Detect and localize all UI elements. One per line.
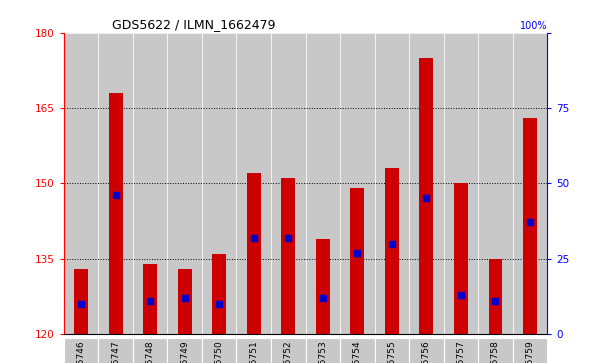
Text: GSM1515752: GSM1515752 bbox=[284, 340, 293, 363]
Bar bbox=[513, 33, 547, 334]
FancyBboxPatch shape bbox=[513, 338, 547, 363]
Bar bbox=[247, 173, 261, 334]
Bar bbox=[282, 178, 295, 334]
Bar bbox=[133, 33, 167, 334]
FancyBboxPatch shape bbox=[202, 338, 237, 363]
Text: GSM1515750: GSM1515750 bbox=[215, 340, 224, 363]
FancyBboxPatch shape bbox=[64, 338, 98, 363]
Bar bbox=[178, 269, 192, 334]
FancyBboxPatch shape bbox=[98, 338, 133, 363]
Text: GSM1515749: GSM1515749 bbox=[180, 340, 189, 363]
Text: GSM1515755: GSM1515755 bbox=[387, 340, 396, 363]
FancyBboxPatch shape bbox=[340, 338, 375, 363]
Text: GSM1515756: GSM1515756 bbox=[422, 340, 431, 363]
Bar bbox=[350, 188, 364, 334]
Bar bbox=[340, 33, 375, 334]
Bar bbox=[212, 254, 226, 334]
Point bbox=[387, 241, 396, 246]
Bar bbox=[488, 259, 502, 334]
FancyBboxPatch shape bbox=[305, 338, 340, 363]
Text: 100%: 100% bbox=[520, 21, 547, 31]
Text: GSM1515758: GSM1515758 bbox=[491, 340, 500, 363]
FancyBboxPatch shape bbox=[167, 338, 202, 363]
Point bbox=[111, 192, 120, 198]
Point bbox=[353, 250, 362, 256]
Point bbox=[525, 220, 535, 225]
Bar bbox=[237, 33, 271, 334]
Text: GDS5622 / ILMN_1662479: GDS5622 / ILMN_1662479 bbox=[112, 19, 275, 32]
Bar bbox=[478, 33, 513, 334]
Text: GSM1515747: GSM1515747 bbox=[111, 340, 120, 363]
FancyBboxPatch shape bbox=[375, 338, 409, 363]
Point bbox=[421, 195, 431, 201]
FancyBboxPatch shape bbox=[271, 338, 305, 363]
Bar bbox=[444, 33, 478, 334]
Bar bbox=[202, 33, 237, 334]
Text: GSM1515748: GSM1515748 bbox=[146, 340, 154, 363]
Bar bbox=[316, 238, 330, 334]
Text: GSM1515753: GSM1515753 bbox=[318, 340, 327, 363]
FancyBboxPatch shape bbox=[133, 338, 167, 363]
Point bbox=[456, 292, 466, 298]
Text: GSM1515757: GSM1515757 bbox=[457, 340, 465, 363]
Bar bbox=[167, 33, 202, 334]
Bar bbox=[385, 168, 399, 334]
Bar bbox=[454, 183, 468, 334]
FancyBboxPatch shape bbox=[237, 338, 271, 363]
Point bbox=[180, 295, 190, 301]
Bar bbox=[143, 264, 157, 334]
Point bbox=[283, 234, 293, 240]
Bar bbox=[271, 33, 306, 334]
Point bbox=[76, 301, 86, 307]
Bar bbox=[409, 33, 444, 334]
Point bbox=[491, 298, 500, 304]
Bar bbox=[420, 58, 434, 334]
Bar bbox=[305, 33, 340, 334]
Bar bbox=[523, 118, 537, 334]
Text: GSM1515751: GSM1515751 bbox=[249, 340, 258, 363]
FancyBboxPatch shape bbox=[409, 338, 444, 363]
Bar bbox=[74, 269, 88, 334]
Text: GSM1515759: GSM1515759 bbox=[525, 340, 534, 363]
Bar bbox=[109, 93, 123, 334]
Point bbox=[318, 295, 328, 301]
FancyBboxPatch shape bbox=[444, 338, 478, 363]
Text: GSM1515746: GSM1515746 bbox=[77, 340, 86, 363]
Point bbox=[145, 298, 155, 304]
Point bbox=[249, 234, 258, 240]
Point bbox=[215, 301, 224, 307]
Bar bbox=[64, 33, 98, 334]
Bar bbox=[98, 33, 133, 334]
FancyBboxPatch shape bbox=[478, 338, 513, 363]
Bar bbox=[375, 33, 409, 334]
Text: GSM1515754: GSM1515754 bbox=[353, 340, 362, 363]
